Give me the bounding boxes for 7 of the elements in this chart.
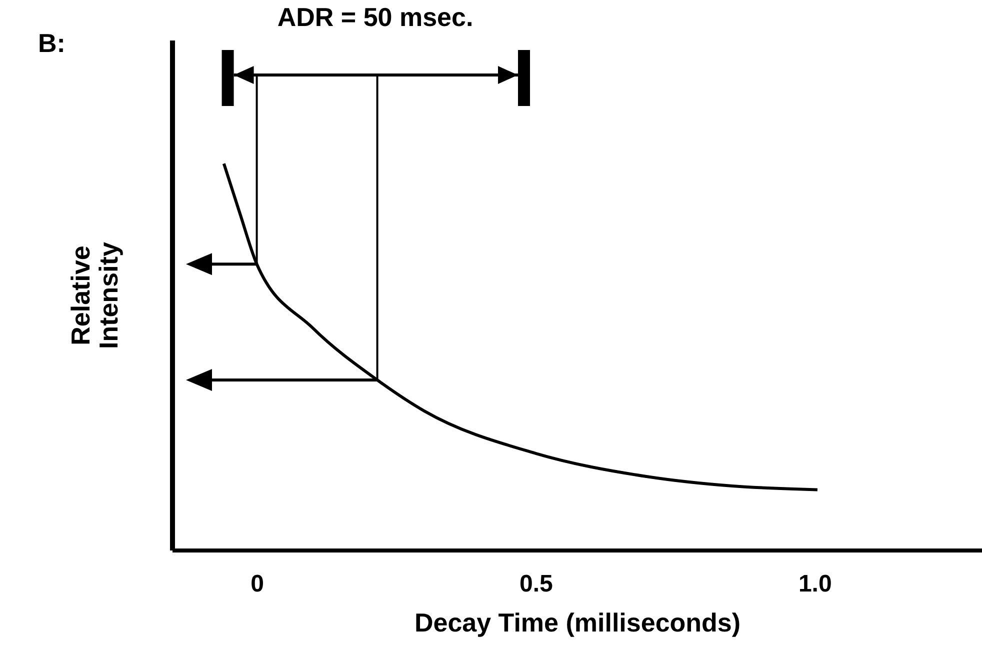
x-tick-label: 0.5: [520, 570, 553, 598]
y-axis-title: Relative Intensity: [66, 242, 124, 349]
text: ADR = 50 msec.: [277, 2, 474, 33]
text: B:: [38, 28, 66, 59]
x-axis-title: Decay Time (milliseconds): [414, 608, 741, 638]
x-tick-label: 1.0: [798, 570, 832, 598]
x-tick-label: 0: [250, 570, 264, 598]
